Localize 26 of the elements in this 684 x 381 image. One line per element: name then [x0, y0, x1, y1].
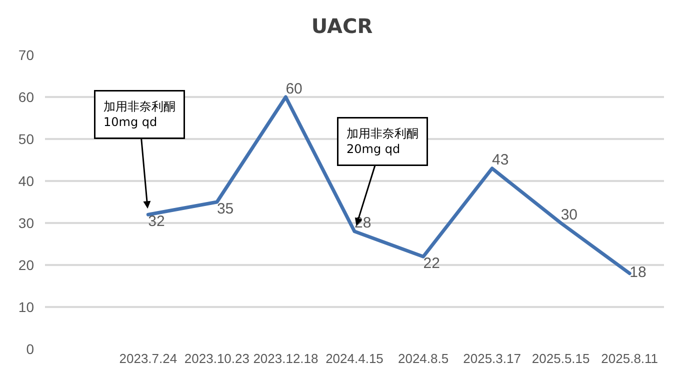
data-label: 18: [630, 264, 646, 282]
y-tick-label: 10: [18, 298, 34, 315]
y-tick-label: 30: [18, 214, 34, 231]
x-tick-label: 2023.10.23: [184, 351, 250, 366]
data-label: 32: [148, 212, 165, 230]
x-tick-label: 2025.3.17: [463, 351, 521, 366]
y-tick-label: 50: [18, 130, 34, 147]
chart-title: UACR: [311, 14, 373, 38]
y-tick-label: 70: [18, 46, 34, 63]
data-label: 22: [423, 254, 440, 272]
data-label: 30: [560, 206, 578, 224]
y-tick-label: 60: [18, 88, 34, 105]
x-tick-label: 2025.8.11: [601, 351, 658, 366]
annotation: 加用非奈利酮 10mg qd: [104, 100, 176, 130]
x-tick-label: 2023.12.18: [253, 351, 318, 366]
y-tick-label: 20: [18, 256, 34, 273]
data-label: 35: [216, 200, 234, 218]
y-tick-label: 40: [18, 172, 34, 189]
x-tick-label: 2024.8.5: [398, 351, 449, 366]
data-label: 43: [492, 152, 509, 169]
annotation: 加用非奈利酮 20mg qd: [346, 126, 418, 156]
data-label: 60: [286, 80, 302, 98]
x-tick-label: 2023.7.24: [119, 351, 178, 366]
x-tick-label: 2025.5.15: [532, 351, 590, 366]
x-tick-label: 2024.4.15: [326, 351, 384, 366]
y-tick-label: 0: [26, 340, 34, 357]
